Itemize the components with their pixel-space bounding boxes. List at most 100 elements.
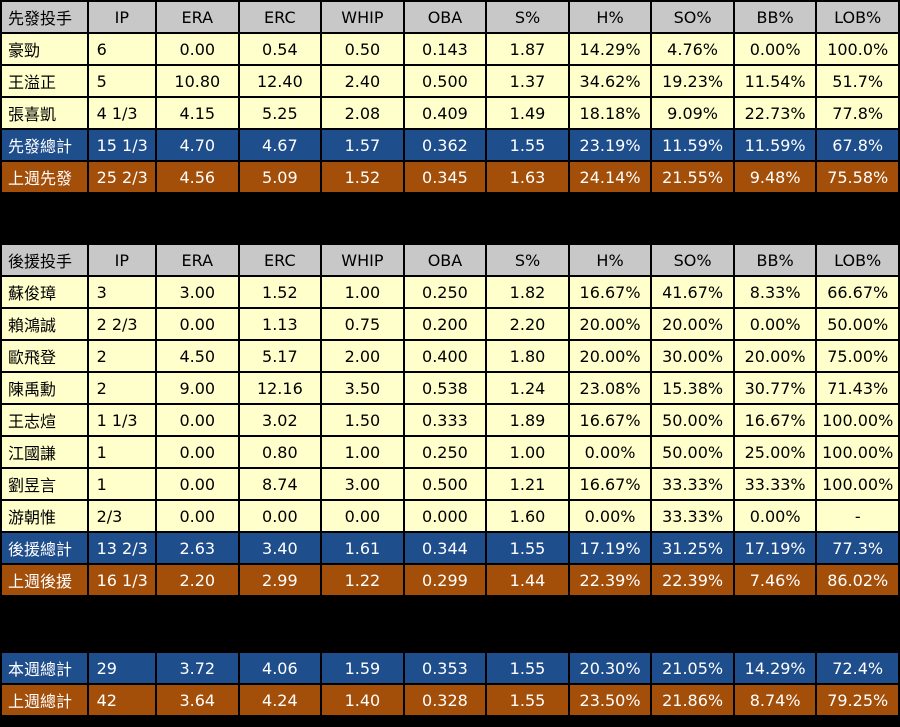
stat-so: 50.00% xyxy=(652,405,733,435)
stat-s: 2.20 xyxy=(487,309,568,339)
stat-ip: 25 2/3 xyxy=(88,162,156,192)
stat-oba: 0.000 xyxy=(404,501,486,531)
stat-whip: 1.40 xyxy=(322,685,403,715)
stat-bb: 30.77% xyxy=(734,373,816,403)
stat-s: 1.37 xyxy=(487,66,568,96)
stat-era: 0.00 xyxy=(157,469,238,499)
stat-s: 1.55 xyxy=(487,130,568,160)
stat-lob: 75.58% xyxy=(817,162,898,192)
table-row: 王溢正 5 10.80 12.40 2.40 0.500 1.37 34.62% 19.23% 1… xyxy=(2,66,898,96)
header-cell-erc: ERC xyxy=(239,2,321,32)
header-cell-whip: WHIP xyxy=(322,2,403,32)
stat-bb: 0.00% xyxy=(734,309,816,339)
stat-h: 20.30% xyxy=(569,653,651,683)
stat-erc: 1.13 xyxy=(239,309,321,339)
header-cell-lob: LOB% xyxy=(817,2,898,32)
stat-ip: 16 1/3 xyxy=(88,565,156,595)
stat-lob: 79.25% xyxy=(817,685,898,715)
stat-ip: 42 xyxy=(88,685,156,715)
table-row: 劉昱言 1 0.00 8.74 3.00 0.500 1.21 16.67% 33.33% 33.… xyxy=(2,469,898,499)
stat-era: 3.64 xyxy=(157,685,238,715)
header-cell-ip: IP xyxy=(88,2,156,32)
stat-lob: 71.43% xyxy=(817,373,898,403)
total-row: 後援總計 13 2/3 2.63 3.40 1.61 0.344 1.55 17.19% 31.… xyxy=(2,533,898,563)
stat-oba: 0.500 xyxy=(404,469,486,499)
header-cell-era: ERA xyxy=(157,2,238,32)
header-cell-oba: OBA xyxy=(404,2,486,32)
stat-oba: 0.400 xyxy=(404,341,486,371)
stat-erc: 4.24 xyxy=(239,685,321,715)
stat-whip: 1.22 xyxy=(322,565,403,595)
stat-whip: 2.00 xyxy=(322,341,403,371)
stat-lob: 50.00% xyxy=(817,309,898,339)
stat-s: 1.44 xyxy=(487,565,568,595)
stat-h: 24.14% xyxy=(569,162,651,192)
stat-h: 16.67% xyxy=(569,405,651,435)
header-cell-group: 先發投手 xyxy=(2,2,87,32)
header-cell-erc: ERC xyxy=(239,245,321,275)
stat-bb: 20.00% xyxy=(734,341,816,371)
header-cell-oba: OBA xyxy=(404,245,486,275)
stat-lob: 100.0% xyxy=(817,34,898,64)
stat-h: 0.00% xyxy=(569,501,651,531)
this-week-total-row: 本週總計 29 3.72 4.06 1.59 0.353 1.55 20.30% 21.05% 1… xyxy=(2,653,898,683)
header-cell-group: 後援投手 xyxy=(2,245,87,275)
stat-ip: 4 1/3 xyxy=(88,98,156,128)
header-cell-so: SO% xyxy=(652,2,733,32)
starters-table: 先發投手 IP ERA ERC WHIP OBA S% H% SO% BB% LOB% 豪勁 6 0.00… xyxy=(0,0,900,194)
stat-bb: 16.67% xyxy=(734,405,816,435)
stat-bb: 14.29% xyxy=(734,653,816,683)
table-row: 江國謙 1 0.00 0.80 1.00 0.250 1.00 0.00% 50.00% 25.0… xyxy=(2,437,898,467)
stat-lob: 100.00% xyxy=(817,437,898,467)
stat-oba: 0.143 xyxy=(404,34,486,64)
stat-s: 1.49 xyxy=(487,98,568,128)
header-cell-whip: WHIP xyxy=(322,245,403,275)
stat-s: 1.63 xyxy=(487,162,568,192)
pitcher-name: 蘇俊璋 xyxy=(2,277,87,307)
summary-table: 本週總計 29 3.72 4.06 1.59 0.353 1.55 20.30% 21.05% 1… xyxy=(0,651,900,717)
header-cell-so: SO% xyxy=(652,245,733,275)
stat-era: 3.00 xyxy=(157,277,238,307)
stat-erc: 4.67 xyxy=(239,130,321,160)
stat-whip: 0.75 xyxy=(322,309,403,339)
stat-h: 17.19% xyxy=(569,533,651,563)
stat-h: 14.29% xyxy=(569,34,651,64)
header-cell-bb: BB% xyxy=(734,2,816,32)
pitcher-name: 王志煊 xyxy=(2,405,87,435)
stat-h: 16.67% xyxy=(569,469,651,499)
stat-era: 0.00 xyxy=(157,437,238,467)
stat-whip: 1.61 xyxy=(322,533,403,563)
stat-oba: 0.362 xyxy=(404,130,486,160)
header-cell-bb: BB% xyxy=(734,245,816,275)
stat-oba: 0.328 xyxy=(404,685,486,715)
stat-whip: 2.40 xyxy=(322,66,403,96)
pitcher-name: 賴鴻誠 xyxy=(2,309,87,339)
stat-erc: 2.99 xyxy=(239,565,321,595)
stat-erc: 5.17 xyxy=(239,341,321,371)
stat-so: 30.00% xyxy=(652,341,733,371)
stat-s: 1.60 xyxy=(487,501,568,531)
stat-era: 0.00 xyxy=(157,405,238,435)
stat-bb: 8.74% xyxy=(734,685,816,715)
stat-erc: 8.74 xyxy=(239,469,321,499)
stat-whip: 1.50 xyxy=(322,405,403,435)
stat-h: 20.00% xyxy=(569,341,651,371)
stat-lob: 67.8% xyxy=(817,130,898,160)
pitcher-name: 陳禹勳 xyxy=(2,373,87,403)
stat-so: 21.86% xyxy=(652,685,733,715)
stat-oba: 0.344 xyxy=(404,533,486,563)
stat-s: 1.24 xyxy=(487,373,568,403)
stat-erc: 4.06 xyxy=(239,653,321,683)
stat-ip: 2/3 xyxy=(88,501,156,531)
pitcher-name: 張喜凱 xyxy=(2,98,87,128)
stat-erc: 12.40 xyxy=(239,66,321,96)
stat-era: 10.80 xyxy=(157,66,238,96)
stat-so: 21.05% xyxy=(652,653,733,683)
stat-so: 20.00% xyxy=(652,309,733,339)
pitcher-name: 江國謙 xyxy=(2,437,87,467)
stat-s: 1.55 xyxy=(487,653,568,683)
table-row: 蘇俊璋 3 3.00 1.52 1.00 0.250 1.82 16.67% 41.67% 8.3… xyxy=(2,277,898,307)
stat-whip: 3.00 xyxy=(322,469,403,499)
stat-lob: 51.7% xyxy=(817,66,898,96)
stat-bb: 33.33% xyxy=(734,469,816,499)
